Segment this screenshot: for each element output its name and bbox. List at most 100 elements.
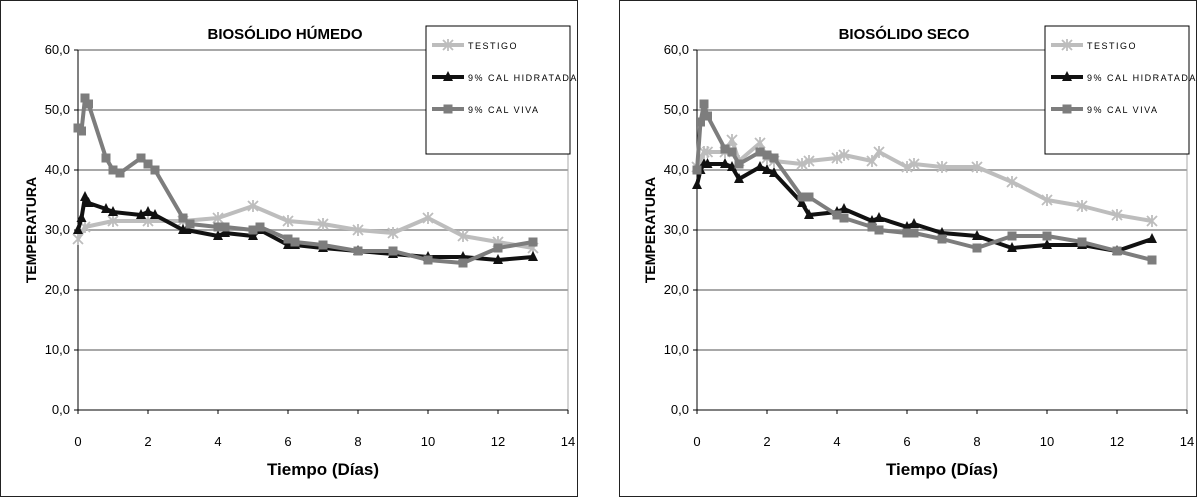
square-marker	[248, 225, 258, 235]
triangle-marker	[80, 191, 90, 201]
legend: TESTIGO 9% CAL HIDRATADA 9% CAL VIVA	[1044, 25, 1197, 155]
x-tick-label: 6	[903, 434, 910, 449]
square-marker	[727, 147, 737, 157]
y-tick-label: 0,0	[52, 402, 70, 417]
x-marker	[1146, 215, 1158, 227]
chart-seco: 0,0 10,0 20,0 30,0 40,0 50,0 60,0 0 2 4 6 8 10 12 14 Ti…	[619, 0, 1197, 497]
x-axis-label: Tiempo (Días)	[267, 460, 379, 479]
square-marker	[1112, 246, 1122, 256]
square-marker	[136, 153, 146, 163]
y-tick-label: 50,0	[664, 102, 689, 117]
legend-label: TESTIGO	[1087, 41, 1137, 51]
y-axis-label: TEMPERATURA	[23, 177, 39, 283]
square-marker	[1042, 231, 1052, 241]
x-marker	[701, 146, 714, 158]
square-marker	[1147, 255, 1157, 265]
square-marker	[80, 93, 90, 103]
x-marker	[1006, 176, 1018, 188]
triangle-marker	[720, 158, 730, 168]
square-marker	[493, 243, 503, 253]
x-marker	[442, 39, 454, 51]
y-tick-label: 60,0	[45, 42, 70, 57]
x-marker	[971, 161, 983, 173]
square-marker	[443, 104, 453, 114]
triangle-marker	[755, 161, 765, 171]
square-marker	[769, 153, 779, 163]
x-tick-label: 10	[421, 434, 435, 449]
x-marker	[282, 215, 294, 227]
square-marker	[388, 246, 398, 256]
legend-label: 9% CAL HIDRATADA	[1087, 73, 1197, 83]
square-marker	[115, 168, 125, 178]
triangle-marker	[734, 173, 744, 183]
x-tick-label: 10	[1040, 434, 1054, 449]
square-marker	[528, 237, 538, 247]
x-marker	[1111, 209, 1123, 221]
x-marker	[866, 155, 878, 167]
legend-label: 9% CAL VIVA	[1087, 105, 1159, 115]
series-2	[692, 99, 1157, 265]
y-tick-label: 0,0	[671, 402, 689, 417]
y-tick-label: 40,0	[664, 162, 689, 177]
triangle-marker	[143, 206, 153, 216]
chart-title: BIOSÓLIDO HÚMEDO	[207, 25, 362, 43]
triangle-marker	[528, 251, 538, 261]
square-marker	[318, 240, 328, 250]
square-marker	[143, 159, 153, 169]
square-marker	[1062, 104, 1072, 114]
y-tick-label: 60,0	[664, 42, 689, 57]
triangle-marker	[762, 164, 772, 174]
x-tick-label: 14	[1180, 434, 1194, 449]
x-marker	[1076, 200, 1088, 212]
square-marker	[797, 192, 807, 202]
y-tick-label: 10,0	[45, 342, 70, 357]
square-marker	[902, 228, 912, 238]
y-tick-label: 30,0	[664, 222, 689, 237]
square-marker	[108, 165, 118, 175]
legend-label: 9% CAL HIDRATADA	[468, 73, 578, 83]
square-marker	[720, 144, 730, 154]
x-marker	[457, 230, 469, 242]
square-marker	[734, 159, 744, 169]
square-marker	[1077, 237, 1087, 247]
square-marker	[937, 234, 947, 244]
square-marker	[703, 111, 712, 121]
triangle-marker	[150, 209, 160, 219]
x-tick-label: 2	[144, 434, 151, 449]
chart-panel-seco: 0,0 10,0 20,0 30,0 40,0 50,0 60,0 0 2 4 6 8 10 12 14 Ti…	[619, 0, 1197, 502]
square-marker	[101, 153, 111, 163]
triangle-marker	[1062, 71, 1072, 81]
x-marker	[72, 233, 84, 245]
square-marker	[762, 150, 772, 160]
triangle-marker	[1147, 233, 1157, 243]
square-marker	[699, 99, 709, 109]
x-marker	[726, 134, 738, 146]
triangle-marker	[220, 227, 230, 237]
x-tick-label: 0	[693, 434, 700, 449]
x-marker	[387, 227, 399, 239]
square-marker	[755, 147, 765, 157]
triangle-marker	[1007, 242, 1017, 252]
triangle-marker	[909, 218, 919, 228]
x-tick-label: 4	[214, 434, 221, 449]
x-marker	[1041, 194, 1053, 206]
triangle-marker	[972, 230, 982, 240]
square-marker	[909, 228, 919, 238]
square-marker	[1007, 231, 1017, 241]
triangle-marker	[181, 224, 192, 234]
triangle-marker	[136, 209, 146, 219]
series-2	[73, 93, 538, 268]
triangle-marker	[804, 209, 814, 219]
triangle-marker	[769, 167, 779, 177]
y-tick-label: 40,0	[45, 162, 70, 177]
x-marker	[936, 161, 948, 173]
square-marker	[353, 246, 363, 256]
x-marker	[901, 161, 913, 173]
chart-title: BIOSÓLIDO SECO	[839, 25, 970, 43]
x-tick-label: 8	[973, 434, 980, 449]
legend-label: 9% CAL VIVA	[468, 105, 540, 115]
square-marker	[213, 222, 223, 232]
triangle-marker	[73, 224, 83, 234]
triangle-marker	[1042, 239, 1052, 249]
x-marker	[796, 158, 808, 170]
